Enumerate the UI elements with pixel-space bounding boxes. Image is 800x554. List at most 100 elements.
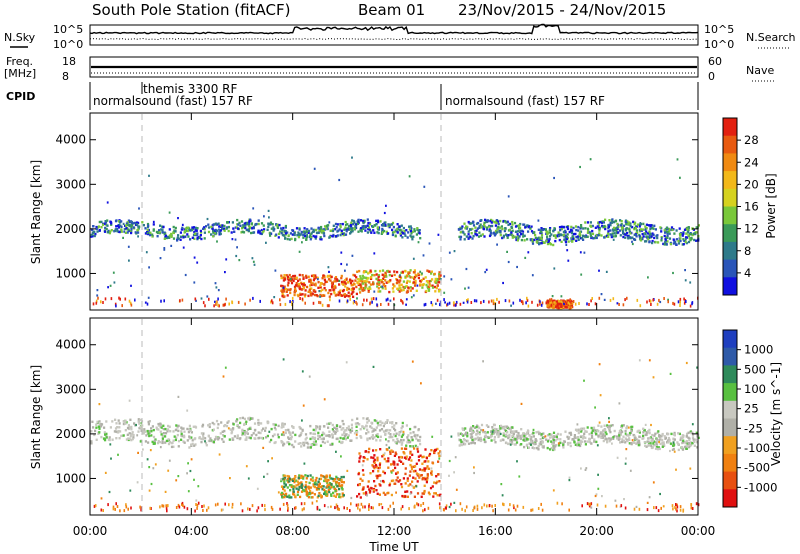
data-cell: [127, 424, 130, 427]
data-cell: [685, 300, 687, 303]
data-cell: [437, 233, 440, 236]
data-cell: [691, 442, 694, 445]
data-cell: [569, 444, 572, 448]
data-cell: [467, 233, 470, 236]
data-cell: [480, 226, 483, 229]
data-cell: [459, 439, 462, 442]
data-cell: [384, 279, 387, 282]
data-cell: [645, 226, 648, 230]
data-cell: [355, 503, 358, 507]
data-cell: [459, 231, 462, 234]
data-cell: [236, 246, 238, 249]
data-cell: [679, 237, 682, 240]
data-cell: [359, 508, 361, 512]
data-cell: [362, 287, 365, 290]
data-cell: [507, 434, 510, 438]
data-cell: [509, 429, 512, 432]
data-cell: [610, 221, 613, 224]
data-cell: [401, 433, 404, 437]
data-cell: [430, 270, 433, 273]
data-cell: [400, 435, 403, 438]
data-cell: [518, 235, 521, 238]
data-cell: [560, 300, 563, 303]
data-cell: [648, 431, 651, 435]
data-cell: [277, 232, 281, 236]
data-cell: [307, 290, 310, 293]
data-cell: [589, 221, 592, 224]
data-cell: [124, 429, 127, 432]
data-cell: [388, 270, 391, 273]
data-cell: [378, 466, 381, 469]
data-cell: [378, 503, 380, 507]
data-cell: [470, 432, 473, 436]
data-cell: [667, 441, 670, 444]
data-cell: [284, 233, 287, 236]
data-cell: [372, 456, 375, 460]
data-cell: [667, 300, 669, 304]
data-cell: [385, 460, 388, 463]
data-cell: [515, 430, 518, 433]
data-cell: [347, 425, 350, 428]
data-cell: [293, 274, 297, 278]
data-cell: [301, 297, 304, 301]
data-cell: [302, 284, 305, 287]
data-cell: [600, 234, 603, 237]
data-cell: [245, 465, 248, 468]
data-cell: [606, 232, 610, 235]
data-cell: [288, 273, 291, 277]
data-cell: [546, 434, 550, 437]
data-cell: [572, 300, 575, 303]
data-cell: [453, 501, 456, 504]
data-cell: [307, 231, 310, 234]
data-cell: [158, 424, 161, 427]
data-cell: [328, 476, 331, 479]
data-cell: [632, 441, 635, 444]
data-cell: [227, 229, 230, 233]
data-cell: [476, 227, 479, 230]
data-cell: [165, 506, 168, 510]
data-cell: [313, 485, 316, 489]
data-cell: [507, 234, 510, 237]
data-cell: [273, 426, 276, 429]
data-cell: [511, 236, 514, 239]
data-cell: [363, 426, 366, 429]
data-cell: [301, 274, 304, 277]
data-cell: [493, 438, 496, 441]
data-cell: [205, 225, 208, 228]
data-cell: [369, 490, 372, 493]
data-cell: [306, 233, 308, 236]
data-cell: [600, 293, 603, 296]
data-cell: [153, 439, 156, 443]
nsearch-trace: [89, 37, 699, 41]
data-cell: [128, 299, 131, 303]
data-cell: [433, 285, 436, 289]
data-cell: [690, 443, 693, 447]
data-cell: [292, 426, 295, 429]
data-cell: [127, 219, 130, 222]
data-cell: [244, 302, 246, 306]
data-cell: [356, 278, 360, 281]
data-cell: [604, 227, 607, 231]
data-cell: [150, 434, 153, 437]
data-cell: [420, 503, 422, 507]
data-cell: [122, 422, 125, 426]
data-cell: [594, 302, 597, 306]
data-cell: [466, 300, 469, 304]
data-cell: [181, 501, 184, 505]
data-cell: [157, 428, 160, 431]
data-cell: [234, 226, 237, 229]
data-cell: [327, 426, 330, 429]
data-cell: [362, 473, 365, 476]
data-cell: [297, 279, 300, 283]
data-cell: [357, 506, 359, 510]
data-cell: [398, 459, 401, 462]
data-cell: [390, 223, 393, 226]
data-cell: [400, 271, 403, 274]
data-cell: [177, 445, 180, 448]
data-cell: [380, 285, 383, 288]
data-cell: [301, 287, 304, 291]
data-cell: [381, 287, 384, 290]
data-cell: [210, 439, 213, 442]
data-cell: [589, 502, 592, 506]
data-cell: [196, 237, 199, 240]
